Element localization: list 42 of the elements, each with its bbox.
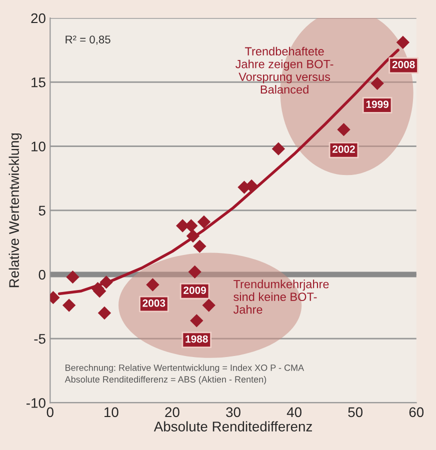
- annotation: 2008: [392, 60, 415, 68]
- point: [193, 240, 206, 253]
- point: [337, 122, 350, 136]
- y-tick-label: 10: [32, 142, 46, 152]
- x-tick-label: 20: [165, 407, 180, 418]
- annotation: Berechnung: Relative Wertentwicklung = Index XO P - CMA Absolute Renditedifferenz = ABS (Aktien - Renten): [64, 364, 304, 384]
- annotation: 2002: [332, 146, 355, 153]
- annotation: R² = 0,85: [66, 36, 110, 45]
- point: [100, 276, 113, 289]
- point: [272, 142, 286, 156]
- point: [184, 219, 198, 232]
- x-tick-label: 60: [409, 407, 424, 418]
- annotation: 2003: [142, 299, 166, 307]
- y-tick-label: 15: [32, 78, 46, 88]
- point: [62, 298, 76, 312]
- point: [396, 36, 410, 49]
- y-tick-label: 0: [38, 270, 46, 280]
- annotation: Trendbehaftete Jahre zeigen BOT- Vorsprung versus Balanced: [236, 46, 334, 94]
- point: [186, 229, 200, 243]
- y-tick-label: 5: [38, 206, 46, 216]
- y-tick-label: -5: [34, 334, 46, 344]
- x-axis-title: Absolute Renditedifferenz: [154, 421, 312, 432]
- y-tick-label: -10: [26, 398, 46, 408]
- annotation: 1999: [366, 100, 389, 108]
- x-tick-label: 0: [46, 407, 54, 418]
- point: [188, 265, 202, 279]
- point: [370, 76, 384, 90]
- x-tick-label: 10: [104, 407, 118, 418]
- y-axis-title: Relative Wertentwicklung: [8, 133, 22, 288]
- point: [66, 270, 80, 284]
- point: [146, 278, 160, 292]
- y-tick-label: 20: [31, 13, 46, 24]
- point: [190, 314, 204, 328]
- annotation: Trendumkehrjahre sind keine BOT- Jahre: [233, 280, 329, 314]
- x-tick-label: 30: [226, 407, 240, 418]
- point: [98, 306, 112, 320]
- x-tick-label: 40: [286, 407, 302, 418]
- point: [202, 298, 216, 312]
- annotation: 2009: [184, 286, 206, 294]
- point: [197, 215, 211, 229]
- x-tick-label: 50: [348, 407, 363, 418]
- annotation: 1988: [186, 335, 208, 343]
